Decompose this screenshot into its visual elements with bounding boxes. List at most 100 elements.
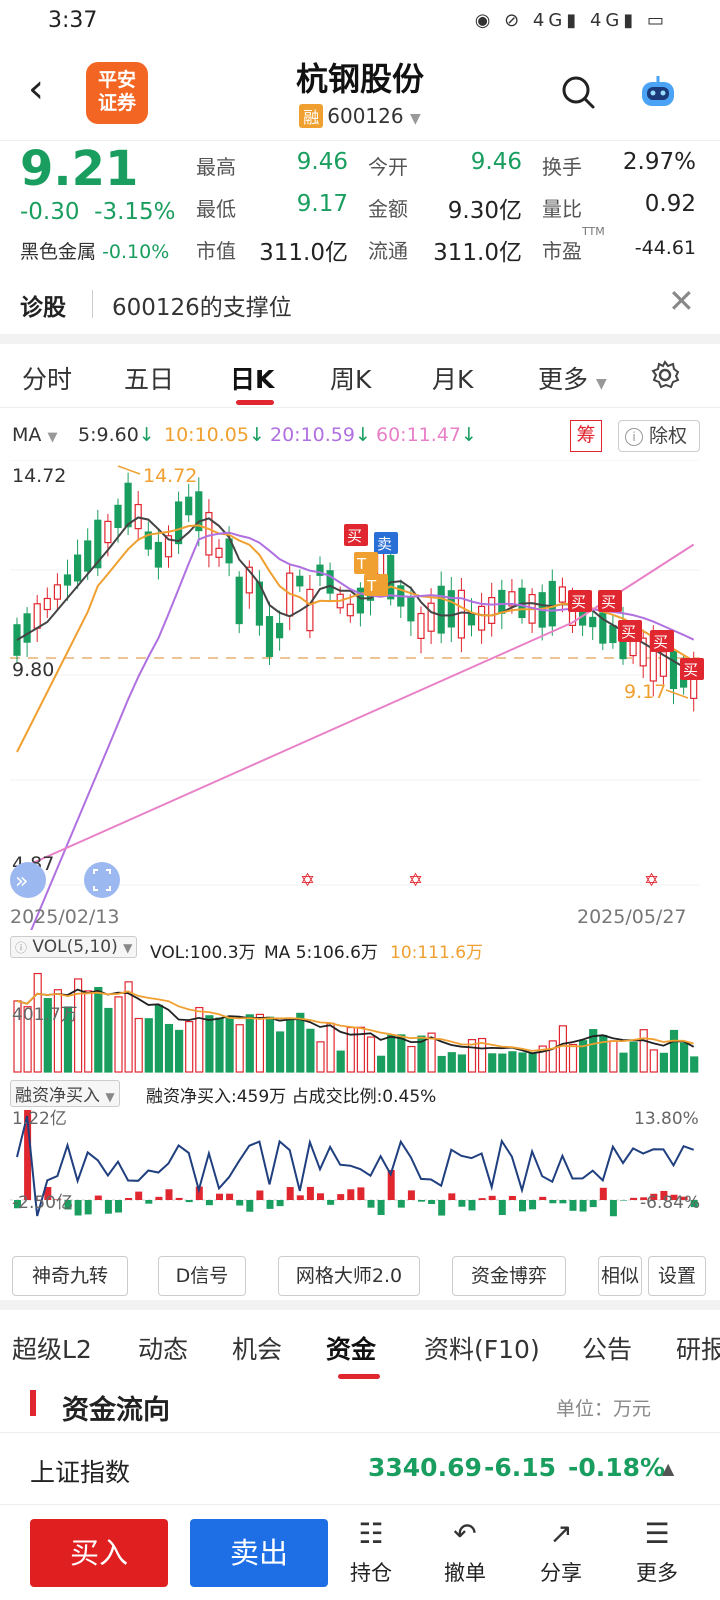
candle-body <box>558 586 567 603</box>
tool-settings[interactable]: 设置 <box>648 1256 706 1296</box>
margin-bar <box>397 1200 405 1208</box>
tab-five-day[interactable]: 五日 <box>124 365 175 394</box>
tab-super-l2[interactable]: 超级L2 <box>12 1335 92 1364</box>
margin-bar <box>216 1193 223 1200</box>
share-button[interactable]: ↗ 分享 <box>526 1517 596 1587</box>
holdings-button[interactable]: ☷ 持仓 <box>336 1517 406 1587</box>
index-bar[interactable]: 上证指数 3340.69 -6.15 -0.18% ▲ <box>0 1432 720 1504</box>
more-label: 更多 <box>636 1561 678 1585</box>
margin-bar <box>630 1197 638 1200</box>
caret-up-icon[interactable]: ▲ <box>662 1459 675 1478</box>
candle-body <box>235 576 243 625</box>
ma20-value: 20:10.59↓ <box>270 424 371 446</box>
margin-bar <box>64 1200 72 1210</box>
volume-bar <box>154 1004 163 1073</box>
volume-bar <box>195 1006 204 1073</box>
caret-down-icon: ▼ <box>595 376 607 392</box>
margin-bar <box>559 1200 567 1204</box>
adjust-rights-button[interactable]: i 除权 <box>618 420 700 452</box>
tab-funds[interactable]: 资金 <box>326 1335 377 1364</box>
volume-bar <box>134 1017 143 1073</box>
field-value: 9.30亿 <box>447 198 522 224</box>
field-value: -44.61 <box>634 237 696 259</box>
min-price-marker: 9.17 <box>624 681 666 703</box>
volume-bar <box>114 996 123 1073</box>
change-percent: -3.15% <box>94 199 176 225</box>
tab-announcements[interactable]: 公告 <box>582 1335 633 1364</box>
tool-d-signal[interactable]: D信号 <box>158 1256 246 1296</box>
search-icon[interactable] <box>560 74 596 110</box>
volume-bar <box>366 1036 376 1073</box>
margin-chart[interactable]: 1.22亿 -2.50亿 13.80% -6.84% <box>0 1106 720 1236</box>
signal-badge <box>650 630 674 652</box>
ma60-text: 60:11.47 <box>376 424 461 446</box>
candle-body <box>639 637 647 667</box>
volume-bar <box>528 1052 537 1073</box>
volume-bar <box>316 1041 325 1073</box>
candle-body <box>407 597 415 622</box>
volume-bar <box>478 1037 487 1073</box>
volume-ma-lines <box>16 988 695 1055</box>
candle-body <box>498 589 506 614</box>
sell-button[interactable]: 卖出 <box>190 1519 328 1587</box>
caret-down-icon: ▼ <box>409 111 421 127</box>
tab-daily-k[interactable]: 日K <box>230 365 275 394</box>
signal-badge <box>374 532 398 554</box>
tool-grid-master[interactable]: 网格大师2.0 <box>278 1256 420 1296</box>
margin-bar <box>54 1199 62 1200</box>
tab-more[interactable]: 更多 ▼ <box>538 360 607 396</box>
margin-bar <box>579 1200 587 1212</box>
date-end: 2025/05/27 <box>577 906 687 928</box>
candle-body <box>669 650 678 690</box>
chip-distribution-button[interactable]: 筹 <box>570 420 602 452</box>
divider <box>92 290 93 318</box>
tool-fund-game[interactable]: 资金博弈 <box>452 1256 566 1296</box>
volume-bar <box>498 1053 507 1073</box>
candle-body <box>104 520 112 544</box>
tab-f10[interactable]: 资料(F10) <box>424 1335 540 1364</box>
ma-legend: MA ▼ 5:9.60↓ 10:10.05↓ 20:10.59↓ 60:11.4… <box>0 420 720 454</box>
cancel-order-button[interactable]: ↶ 撤单 <box>430 1517 500 1587</box>
ma-selector[interactable]: MA ▼ <box>12 424 57 446</box>
candle-body <box>488 597 496 624</box>
volume-chart[interactable]: 401.7万 <box>0 964 720 1076</box>
sector-change[interactable]: 黑色金属 -0.10% <box>20 237 169 264</box>
candle-body <box>185 496 193 516</box>
more-button[interactable]: ☰ 更多 <box>622 1517 692 1587</box>
margin-right-bottom: -6.84% <box>640 1193 700 1213</box>
tool-similar[interactable]: 相似 <box>598 1256 642 1296</box>
volume-bar <box>407 1045 416 1073</box>
candle-body <box>63 574 72 586</box>
buy-button[interactable]: 买入 <box>30 1519 168 1587</box>
signal-badge <box>618 620 642 642</box>
action-bar: 买入 卖出 ☷ 持仓 ↶ 撤单 ↗ 分享 ☰ 更多 <box>0 1504 720 1600</box>
signal-badge <box>598 590 622 612</box>
tab-weekly-k[interactable]: 周K <box>330 365 372 394</box>
volume-selector[interactable]: ⓘ VOL(5,10) ▼ <box>10 936 138 958</box>
chevron-left-icon[interactable]: ‹ <box>28 66 44 112</box>
tab-intraday[interactable]: 分时 <box>22 365 73 394</box>
volume-bar <box>175 1029 184 1073</box>
tab-opportunity[interactable]: 机会 <box>232 1335 283 1364</box>
close-icon[interactable]: ✕ <box>668 282 695 320</box>
margin-bar <box>438 1200 446 1216</box>
candle-body <box>437 585 445 634</box>
gear-icon[interactable] <box>650 360 680 390</box>
candle-body <box>447 590 455 628</box>
margin-selector[interactable]: 融资净买入 ▼ <box>10 1080 120 1107</box>
tool-magic-nine[interactable]: 神奇九转 <box>12 1256 128 1296</box>
margin-bar <box>256 1190 264 1200</box>
tab-monthly-k[interactable]: 月K <box>432 365 474 394</box>
candle-body <box>33 603 41 629</box>
diagnosis-text[interactable]: 600126的支撑位 <box>112 295 292 321</box>
robot-icon[interactable] <box>636 74 680 110</box>
tab-news[interactable]: 动态 <box>138 1335 189 1364</box>
index-change: -6.15 <box>484 1453 557 1482</box>
volume-bar <box>286 1017 295 1073</box>
ma5-text: 5:9.60 <box>78 424 139 446</box>
tab-research[interactable]: 研报 <box>676 1335 720 1364</box>
stock-code-selector[interactable]: 融 600126 ▼ <box>0 104 720 128</box>
signal-label: 买 <box>347 527 362 545</box>
diagnosis-bar[interactable]: 诊股 600126的支撑位 ✕ <box>0 274 720 334</box>
